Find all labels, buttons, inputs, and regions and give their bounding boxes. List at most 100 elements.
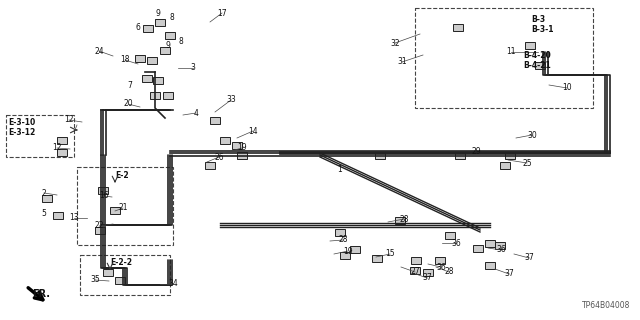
Bar	[160, 46, 170, 53]
Text: B-4-21: B-4-21	[523, 61, 551, 70]
Text: 22: 22	[94, 221, 104, 230]
Text: 37: 37	[524, 253, 534, 262]
Bar	[500, 162, 510, 169]
Bar	[135, 54, 145, 61]
Text: 12: 12	[64, 116, 74, 124]
Text: 7: 7	[127, 82, 132, 91]
Text: 26: 26	[214, 153, 224, 162]
Bar	[340, 252, 350, 259]
Text: 36: 36	[451, 238, 461, 247]
Text: 2: 2	[42, 188, 46, 197]
Text: 25: 25	[522, 158, 532, 167]
Bar	[77, 167, 173, 245]
Text: 14: 14	[248, 126, 258, 135]
Bar	[455, 151, 465, 158]
Text: 36: 36	[496, 245, 506, 254]
Bar	[535, 61, 545, 68]
Bar	[57, 148, 67, 156]
Text: 8: 8	[179, 37, 184, 46]
Bar	[335, 228, 345, 236]
Text: 1: 1	[338, 165, 342, 174]
Bar	[210, 116, 220, 124]
Bar	[445, 231, 455, 238]
Text: 28: 28	[399, 214, 409, 223]
Text: 15: 15	[385, 250, 395, 259]
Text: 36: 36	[436, 262, 446, 271]
Text: E-2: E-2	[115, 171, 129, 180]
Bar	[80, 255, 170, 295]
Text: 3: 3	[191, 63, 195, 73]
Bar	[155, 19, 165, 26]
Text: 37: 37	[504, 269, 514, 278]
Text: 32: 32	[390, 38, 400, 47]
Bar	[165, 31, 175, 38]
Bar	[395, 217, 405, 223]
Text: 5: 5	[42, 209, 47, 218]
Bar	[495, 242, 505, 249]
Text: 4: 4	[193, 108, 198, 117]
Text: 18: 18	[120, 55, 130, 65]
Text: 31: 31	[397, 58, 407, 67]
Text: 24: 24	[94, 46, 104, 55]
Bar	[485, 239, 495, 246]
Bar	[53, 212, 63, 219]
Bar	[95, 227, 105, 234]
Text: 29: 29	[471, 148, 481, 156]
Text: TP64B04008: TP64B04008	[582, 301, 630, 310]
Bar	[163, 92, 173, 99]
Text: 33: 33	[226, 95, 236, 105]
Text: B-3: B-3	[531, 15, 545, 24]
Bar	[98, 187, 108, 194]
Text: 9: 9	[166, 42, 170, 51]
Text: 13: 13	[69, 213, 79, 222]
Text: 12: 12	[52, 143, 61, 153]
Text: E-2-2: E-2-2	[110, 258, 132, 267]
Text: 27: 27	[410, 268, 420, 276]
Bar	[232, 141, 242, 148]
Bar	[150, 92, 160, 99]
Text: 17: 17	[217, 9, 227, 18]
Text: 8: 8	[170, 13, 174, 22]
Bar	[142, 75, 152, 82]
Bar	[6, 115, 74, 157]
Text: 9: 9	[156, 9, 161, 18]
Bar	[205, 162, 215, 169]
Text: E-3-12: E-3-12	[8, 128, 35, 137]
Bar	[411, 257, 421, 263]
Text: 11: 11	[506, 47, 516, 57]
Text: E-3-10: E-3-10	[8, 118, 35, 127]
Bar	[350, 245, 360, 252]
Text: 16: 16	[99, 191, 109, 201]
Bar	[147, 57, 157, 63]
Text: 37: 37	[422, 274, 432, 283]
Bar	[103, 268, 113, 276]
Bar	[57, 137, 67, 143]
Bar	[110, 206, 120, 213]
Bar	[143, 25, 153, 31]
Text: 19: 19	[343, 246, 353, 255]
Bar	[42, 195, 52, 202]
Text: 19: 19	[237, 143, 247, 153]
Text: 10: 10	[562, 84, 572, 92]
Bar	[525, 42, 535, 49]
Bar	[220, 137, 230, 143]
Bar	[453, 23, 463, 30]
Text: B-3-1: B-3-1	[531, 25, 554, 34]
Bar	[435, 257, 445, 263]
Text: 34: 34	[168, 279, 178, 289]
Bar	[372, 254, 382, 261]
Text: 6: 6	[136, 23, 140, 33]
Text: 20: 20	[123, 100, 133, 108]
Text: 28: 28	[339, 236, 348, 244]
Bar	[375, 151, 385, 158]
Text: 30: 30	[527, 131, 537, 140]
Text: B-4-20: B-4-20	[523, 51, 551, 60]
Bar	[485, 261, 495, 268]
Bar	[237, 151, 247, 158]
Text: 35: 35	[90, 276, 100, 284]
Text: 21: 21	[118, 204, 128, 212]
Bar	[153, 76, 163, 84]
Text: FR.: FR.	[32, 289, 50, 299]
Bar	[415, 8, 593, 108]
Text: 28: 28	[444, 268, 454, 276]
